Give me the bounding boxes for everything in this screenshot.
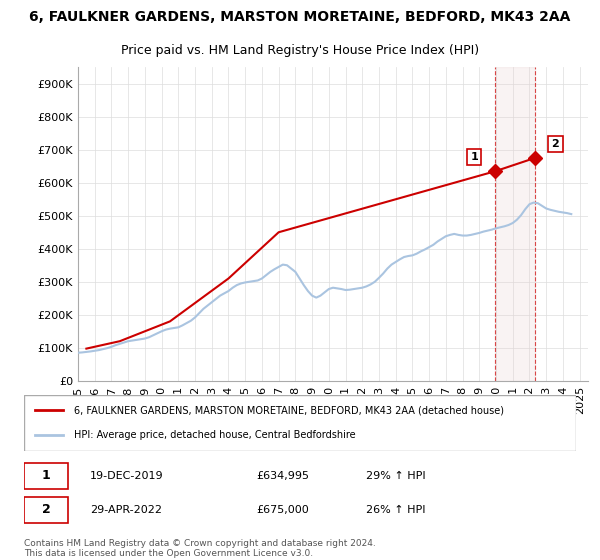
- Text: 6, FAULKNER GARDENS, MARSTON MORETAINE, BEDFORD, MK43 2AA: 6, FAULKNER GARDENS, MARSTON MORETAINE, …: [29, 10, 571, 24]
- FancyBboxPatch shape: [24, 497, 68, 523]
- Text: Contains HM Land Registry data © Crown copyright and database right 2024.
This d: Contains HM Land Registry data © Crown c…: [24, 539, 376, 558]
- Text: 29-APR-2022: 29-APR-2022: [90, 505, 162, 515]
- Text: 6, FAULKNER GARDENS, MARSTON MORETAINE, BEDFORD, MK43 2AA (detached house): 6, FAULKNER GARDENS, MARSTON MORETAINE, …: [74, 405, 503, 416]
- FancyBboxPatch shape: [24, 395, 576, 451]
- FancyBboxPatch shape: [24, 463, 68, 489]
- Text: 2: 2: [551, 139, 559, 149]
- Text: £634,995: £634,995: [256, 471, 309, 481]
- Bar: [496, 67, 535, 381]
- Text: HPI: Average price, detached house, Central Bedfordshire: HPI: Average price, detached house, Cent…: [74, 430, 355, 440]
- Text: 19-DEC-2019: 19-DEC-2019: [90, 471, 164, 481]
- Text: Price paid vs. HM Land Registry's House Price Index (HPI): Price paid vs. HM Land Registry's House …: [121, 44, 479, 57]
- Text: 29% ↑ HPI: 29% ↑ HPI: [366, 471, 426, 481]
- Text: £675,000: £675,000: [256, 505, 308, 515]
- Text: 2: 2: [42, 503, 50, 516]
- Text: 1: 1: [42, 469, 50, 482]
- Text: 1: 1: [470, 152, 478, 162]
- Text: 26% ↑ HPI: 26% ↑ HPI: [366, 505, 426, 515]
